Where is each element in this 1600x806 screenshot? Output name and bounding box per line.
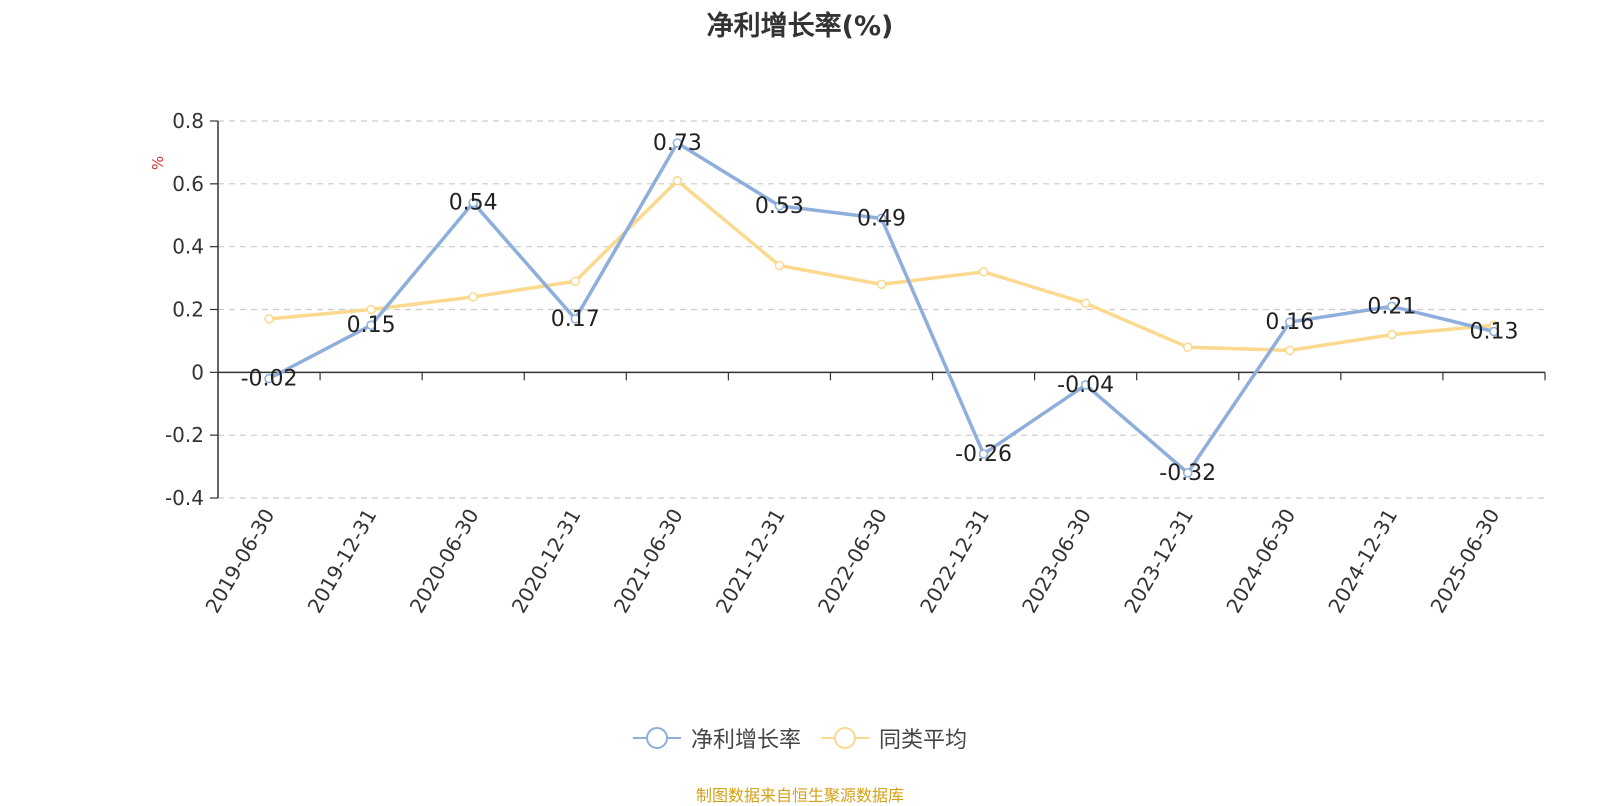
y-tick-label: 0.8 xyxy=(172,109,204,133)
legend-marker-series-1 xyxy=(632,727,681,749)
series-2-point xyxy=(1387,329,1397,340)
x-tick-label: 2025-06-30 xyxy=(1425,505,1504,618)
data-label: -0.04 xyxy=(1057,373,1114,398)
series-1-point xyxy=(978,449,989,459)
legend-label-series-1: 净利增长率 xyxy=(690,728,801,753)
data-label: 0.13 xyxy=(1469,319,1518,344)
series-2-point xyxy=(264,314,274,324)
legend: 净利增长率 同类平均 xyxy=(0,722,1600,754)
x-tick-label: 2021-12-31 xyxy=(711,505,790,618)
data-label: 0.73 xyxy=(653,131,702,156)
series-2-point xyxy=(978,267,989,277)
data-label: -0.32 xyxy=(1159,461,1216,486)
x-tick-label: 2022-12-31 xyxy=(915,505,994,618)
series-1-point xyxy=(264,373,274,384)
x-tick-label: 2020-12-31 xyxy=(507,505,586,618)
x-tick-label: 2021-06-30 xyxy=(609,505,688,618)
series-1-point xyxy=(1182,468,1193,478)
x-tick-label: 2023-06-30 xyxy=(1017,505,1096,618)
y-tick-label: 0.6 xyxy=(172,172,204,196)
x-tick-label: 2019-06-30 xyxy=(200,505,279,618)
x-tick-label: 2024-06-30 xyxy=(1221,505,1300,618)
data-label: 0.53 xyxy=(755,194,804,219)
data-label: 0.17 xyxy=(551,307,600,332)
data-label: 0.21 xyxy=(1367,294,1416,319)
series-2-point xyxy=(570,276,581,286)
series-1-point xyxy=(774,201,785,211)
x-tick-label: 2019-12-31 xyxy=(303,505,382,618)
x-tick-label: 2024-12-31 xyxy=(1323,505,1402,618)
series-2-point xyxy=(876,279,887,290)
y-tick-label: 0.2 xyxy=(172,298,204,322)
y-tick-label: -0.4 xyxy=(165,486,204,510)
series-1-point xyxy=(1080,380,1091,390)
x-tick-label: 2023-12-31 xyxy=(1119,505,1198,618)
legend-item-series-2[interactable]: 同类平均 xyxy=(821,722,967,754)
series-2-point xyxy=(672,175,683,186)
data-label: 0.16 xyxy=(1265,310,1314,335)
series-2-point xyxy=(1182,342,1193,352)
x-tick-label: 2022-06-30 xyxy=(813,505,892,618)
legend-marker-series-2 xyxy=(821,727,869,749)
source-note: 制图数据来自恒生聚源数据库 xyxy=(695,786,904,805)
chart-title: 净利增长率(%) xyxy=(706,11,894,42)
series-1-point xyxy=(366,320,376,330)
y-tick-label: -0.2 xyxy=(165,423,204,447)
series-2-point xyxy=(468,292,478,302)
y-tick-label: 0.4 xyxy=(172,235,204,259)
series-1-point xyxy=(672,138,683,148)
series-1-point xyxy=(1489,326,1499,337)
legend-item-series-1[interactable]: 净利增长率 xyxy=(632,722,801,754)
data-label: 0.15 xyxy=(347,313,396,338)
series-1-point xyxy=(570,314,581,324)
y-axis-unit: % xyxy=(149,156,167,170)
series-2-point xyxy=(366,304,376,315)
data-label: -0.26 xyxy=(955,442,1012,467)
data-label: -0.02 xyxy=(241,367,298,392)
series-1-point xyxy=(876,213,887,224)
data-label: 0.54 xyxy=(449,191,498,216)
series-1-point xyxy=(468,197,478,208)
x-tick-label: 2020-06-30 xyxy=(405,505,484,618)
series-2-point xyxy=(1285,345,1295,356)
legend-label-series-2: 同类平均 xyxy=(879,728,968,753)
series-1-point xyxy=(1387,301,1397,312)
y-tick-label: 0 xyxy=(191,360,204,384)
data-label: 0.49 xyxy=(857,206,906,231)
series-2-point xyxy=(1080,298,1091,308)
series-2-point xyxy=(774,260,785,271)
series-1-point xyxy=(1285,317,1295,327)
